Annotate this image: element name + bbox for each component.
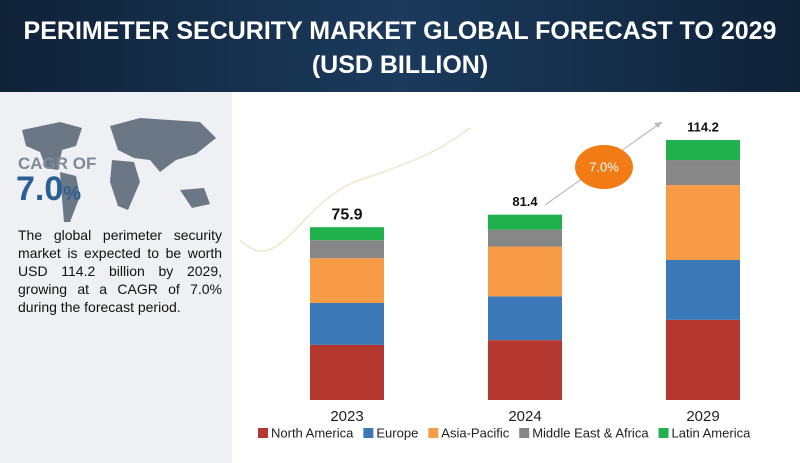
bar-segment [488, 340, 562, 400]
bar-segment [488, 296, 562, 341]
header [0, 0, 800, 92]
bar-segment [488, 214, 562, 230]
arrow-head [654, 122, 662, 128]
x-tick-label: 2023 [330, 408, 363, 425]
legend-label: Latin America [672, 425, 752, 440]
bar-segment [488, 246, 562, 297]
bar-segment [310, 303, 384, 345]
bar-segment [488, 229, 562, 247]
description: The global perimeter security market is … [18, 227, 222, 315]
bar-segment [666, 319, 740, 400]
legend-label: North America [271, 425, 354, 440]
cagr-unit: % [63, 183, 82, 205]
bar-segment [666, 185, 740, 260]
legend-swatch [363, 428, 374, 438]
total-label: 75.9 [331, 206, 362, 223]
bar-segment [666, 259, 740, 320]
total-label: 114.2 [687, 119, 719, 134]
world-map [22, 118, 216, 222]
bar-segment [666, 160, 740, 186]
legend-swatch [658, 428, 669, 438]
legend-swatch [258, 428, 268, 438]
x-tick-label: 2024 [508, 408, 541, 425]
bar-segment [310, 240, 384, 259]
cagr-value: 7.0% [16, 170, 81, 209]
bar-segment [310, 258, 384, 304]
title: PERIMETER SECURITY MARKET GLOBAL FORECAS… [23, 17, 777, 79]
cagr-bubble [575, 145, 633, 189]
legend-swatch [428, 428, 439, 438]
decor-curve [239, 127, 471, 252]
bar-segment [666, 140, 740, 161]
legend-swatch [519, 428, 530, 438]
legend-label: Middle East & Africa [532, 425, 649, 440]
total-label: 81.4 [512, 194, 538, 209]
legend-label: Europe [376, 425, 418, 440]
cagr-number: 7.0 [16, 170, 64, 208]
legend-label: Asia-Pacific [441, 425, 509, 440]
cagr-bubble-label: 7.0% [589, 159, 619, 174]
x-tick-label: 2029 [686, 408, 719, 425]
cagr-label: CAGR OF [18, 154, 97, 173]
bar-segment [310, 227, 384, 241]
bar-segment [310, 344, 384, 400]
